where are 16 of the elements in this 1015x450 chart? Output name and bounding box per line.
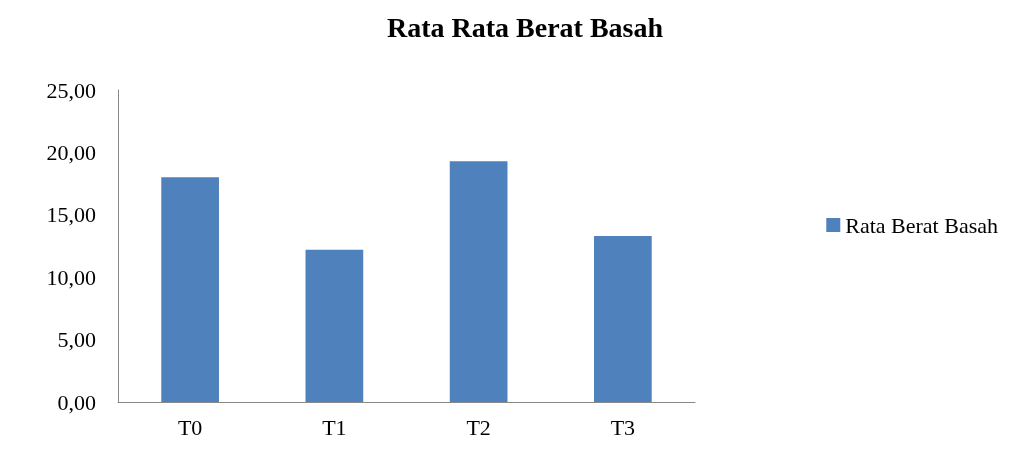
bar [305, 249, 364, 402]
chart-title: Rata Rata Berat Basah [386, 11, 664, 43]
x-tick-label: T2 [466, 414, 491, 440]
y-tick-label: 5,00 [57, 327, 96, 353]
y-tick-label: 10,00 [46, 264, 96, 290]
y-tick-label: 25,00 [46, 77, 96, 103]
y-tick-label: 15,00 [46, 202, 96, 228]
bar [594, 236, 652, 402]
x-tick-label: T3 [610, 414, 636, 440]
y-tick-label: 0,00 [57, 389, 96, 415]
y-tick-label: 20,00 [46, 139, 96, 165]
x-tick-label: T0 [177, 414, 203, 440]
bar [449, 161, 508, 402]
bar [161, 177, 219, 402]
x-tick-label: T1 [322, 414, 347, 440]
legend-label: Rata Berat Basah [845, 212, 999, 238]
